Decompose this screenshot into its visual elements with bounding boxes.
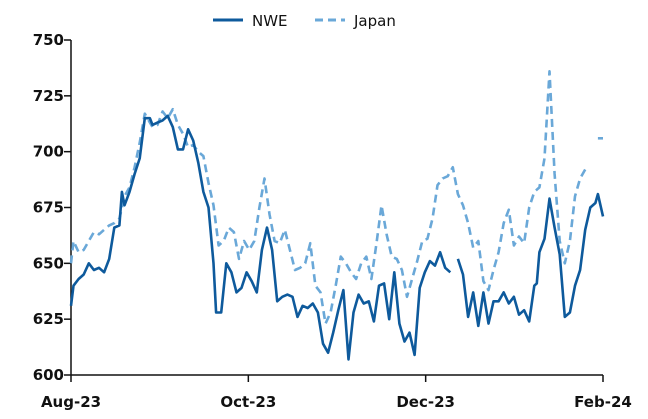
y-tick-label-650: 650 — [33, 254, 64, 272]
legend-label-nwe: NWE — [252, 12, 288, 30]
x-tick-label-Oct-23: Oct-23 — [220, 393, 276, 411]
legend-label-japan: Japan — [353, 12, 396, 30]
y-tick-label-700: 700 — [33, 143, 64, 161]
series-line-nwe-1 — [456, 192, 605, 328]
series-line-nwe-0 — [69, 114, 452, 361]
legend: NWE Japan — [213, 12, 396, 30]
x-tick-label-Feb-24: Feb-24 — [574, 393, 632, 411]
y-tick-label-600: 600 — [33, 366, 64, 384]
y-tick-label-725: 725 — [33, 87, 64, 105]
x-tick-label-Aug-23: Aug-23 — [41, 393, 101, 411]
x-tick-label-Dec-23: Dec-23 — [396, 393, 455, 411]
y-tick-label-750: 750 — [33, 31, 64, 49]
axes: 600 625 650 675 700 725 750 Aug-23 Oct-23 Dec-23 F… — [33, 31, 632, 411]
series-group — [69, 70, 605, 361]
series-line-japan-0 — [69, 70, 587, 325]
y-tick-label-625: 625 — [33, 310, 64, 328]
y-tick-label-675: 675 — [33, 199, 64, 217]
